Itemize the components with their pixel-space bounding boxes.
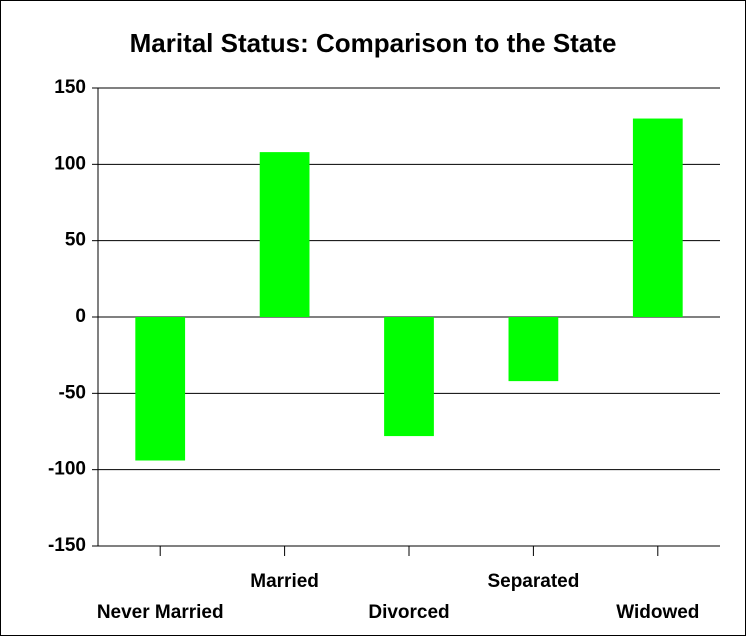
x-tick-label: Separated (487, 571, 579, 592)
x-tick-label: Widowed (616, 602, 699, 623)
bar (632, 118, 683, 318)
bar (508, 317, 559, 382)
y-tick-label: 150 (54, 77, 86, 98)
chart-title: Marital Status: Comparison to the State (130, 28, 617, 58)
y-tick-label: -150 (48, 535, 86, 556)
y-tick-label: 50 (65, 230, 86, 251)
y-tick-label: -50 (59, 382, 86, 403)
x-tick-label: Divorced (368, 602, 449, 623)
y-tick-label: 0 (75, 306, 86, 327)
bar (259, 152, 310, 317)
y-tick-label: -100 (48, 459, 86, 480)
x-tick-label: Never Married (97, 602, 224, 623)
bar (384, 317, 434, 437)
y-tick-label: 100 (54, 153, 86, 174)
x-tick-label: Married (250, 571, 319, 592)
bar (135, 317, 186, 461)
